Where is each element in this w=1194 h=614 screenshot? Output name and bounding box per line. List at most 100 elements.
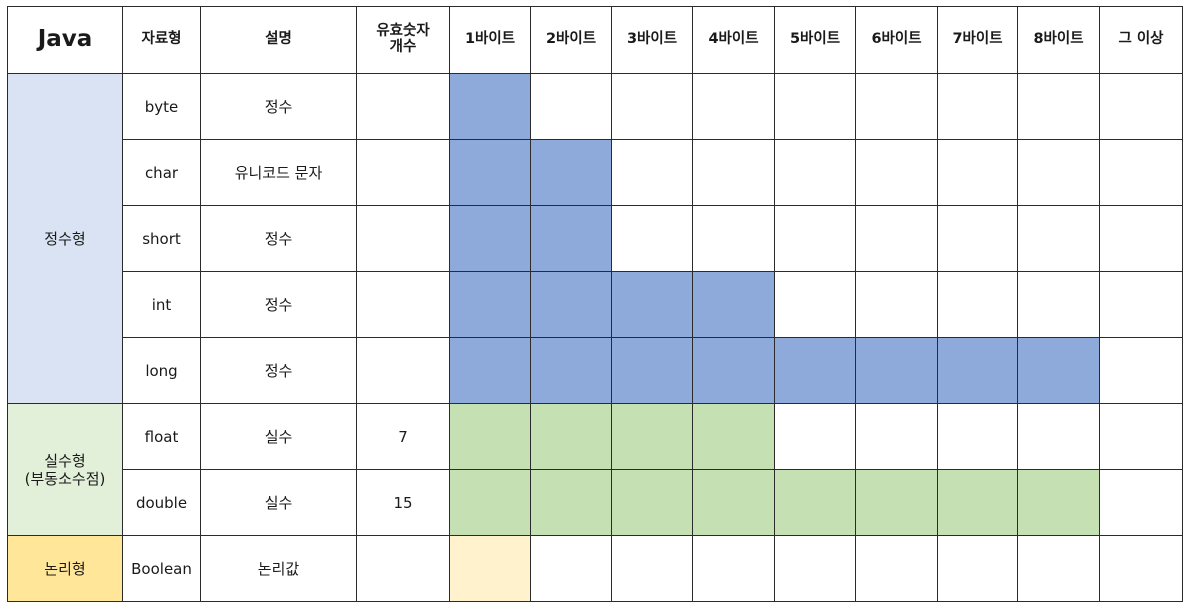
type-cell: double	[122, 469, 201, 536]
description-cell: 정수	[200, 271, 357, 338]
byte-column-header-9: 그 이상	[1099, 6, 1183, 74]
byte-cell-empty	[1017, 403, 1100, 470]
byte-cell-empty	[1099, 337, 1183, 404]
byte-cell-empty	[1099, 139, 1183, 206]
byte-cell-empty	[855, 403, 938, 470]
byte-cell-empty	[855, 73, 938, 140]
byte-cell-filled	[692, 403, 775, 470]
byte-column-header-8: 8바이트	[1017, 6, 1100, 74]
description-cell: 논리값	[200, 535, 357, 602]
byte-cell-filled	[449, 535, 531, 602]
byte-column-header-2: 2바이트	[530, 6, 612, 74]
byte-column-header-4: 4바이트	[692, 6, 775, 74]
byte-cell-empty	[1099, 205, 1183, 272]
byte-cell-filled	[449, 337, 531, 404]
byte-cell-filled	[774, 337, 856, 404]
group-label-cell: 논리형	[7, 535, 123, 602]
byte-cell-empty	[611, 139, 693, 206]
byte-cell-empty	[855, 139, 938, 206]
byte-cell-empty	[1099, 403, 1183, 470]
group-label-cell: 정수형	[7, 73, 123, 404]
byte-cell-empty	[774, 139, 856, 206]
byte-cell-filled	[855, 337, 938, 404]
significant-digits-cell: 7	[356, 403, 450, 470]
java-data-types-table-wrapper: Java 자료형 설명 유효숫자 개수 1바이트 2바이트 3바이트 4바이트 5바이트…	[7, 6, 1183, 602]
java-data-types-table: Java 자료형 설명 유효숫자 개수 1바이트 2바이트 3바이트 4바이트 5바이트…	[7, 6, 1183, 602]
byte-cell-filled	[611, 337, 693, 404]
description-cell: 실수	[200, 403, 357, 470]
byte-cell-empty	[855, 205, 938, 272]
byte-cell-empty	[530, 73, 612, 140]
type-cell: float	[122, 403, 201, 470]
table-row: char 유니코드 문자	[8, 139, 1183, 206]
byte-cell-empty	[855, 271, 938, 338]
byte-cell-empty	[937, 403, 1018, 470]
significant-digits-cell	[356, 139, 450, 206]
byte-column-header-1: 1바이트	[449, 6, 531, 74]
significant-digits-cell	[356, 205, 450, 272]
byte-cell-empty	[1099, 73, 1183, 140]
description-cell: 정수	[200, 337, 357, 404]
byte-cell-filled	[530, 139, 612, 206]
significant-digits-column-header: 유효숫자 개수	[356, 6, 450, 74]
byte-cell-empty	[611, 535, 693, 602]
byte-cell-filled	[937, 337, 1018, 404]
byte-cell-empty	[937, 271, 1018, 338]
significant-digits-cell	[356, 337, 450, 404]
byte-cell-empty	[692, 73, 775, 140]
table-body: 정수형 byte 정수 char 유니코드 문자 short 정수 int 정수 long 정수 실수…	[7, 73, 1183, 602]
byte-cell-empty	[855, 535, 938, 602]
description-cell: 정수	[200, 73, 357, 140]
table-row: double 실수 15	[8, 469, 1183, 536]
byte-cell-empty	[1099, 469, 1183, 536]
significant-digits-cell	[356, 535, 450, 602]
table-row: short 정수	[8, 205, 1183, 272]
byte-cell-filled	[449, 139, 531, 206]
byte-cell-empty	[1017, 271, 1100, 338]
table-row: 정수형 byte 정수	[7, 73, 1183, 404]
significant-digits-cell	[356, 271, 450, 338]
type-cell: int	[122, 271, 201, 338]
byte-cell-empty	[1017, 535, 1100, 602]
type-cell: short	[122, 205, 201, 272]
byte-cell-empty	[774, 271, 856, 338]
byte-cell-empty	[1099, 535, 1183, 602]
type-cell: Boolean	[122, 535, 201, 602]
byte-cell-empty	[1017, 205, 1100, 272]
byte-column-header-3: 3바이트	[611, 6, 693, 74]
description-column-header: 설명	[200, 6, 357, 74]
description-cell: 유니코드 문자	[200, 139, 357, 206]
byte-cell-filled	[692, 271, 775, 338]
byte-cell-empty	[937, 139, 1018, 206]
byte-cell-filled	[449, 469, 531, 536]
type-cell: char	[122, 139, 201, 206]
byte-cell-filled	[449, 403, 531, 470]
type-column-header: 자료형	[122, 6, 201, 74]
description-cell: 정수	[200, 205, 357, 272]
byte-cell-filled	[449, 73, 531, 140]
byte-cell-empty	[530, 535, 612, 602]
group-label-cell: 실수형 (부동소수점)	[7, 403, 123, 536]
byte-cell-empty	[692, 535, 775, 602]
byte-cell-empty	[774, 73, 856, 140]
byte-cell-empty	[1017, 73, 1100, 140]
byte-cell-filled	[530, 205, 612, 272]
byte-cell-filled	[530, 271, 612, 338]
byte-column-header-6: 6바이트	[855, 6, 938, 74]
significant-digits-cell: 15	[356, 469, 450, 536]
type-cell: long	[122, 337, 201, 404]
byte-cell-empty	[1017, 139, 1100, 206]
byte-column-header-5: 5바이트	[774, 6, 856, 74]
header-row: Java 자료형 설명 유효숫자 개수 1바이트 2바이트 3바이트 4바이트 5바이트…	[7, 6, 1183, 74]
byte-cell-empty	[611, 205, 693, 272]
table-row: 논리형 Boolean 논리값	[7, 535, 1183, 602]
byte-cell-filled	[530, 469, 612, 536]
byte-cell-filled	[774, 469, 856, 536]
byte-cell-empty	[774, 535, 856, 602]
byte-cell-filled	[692, 337, 775, 404]
table-row: 실수형 (부동소수점) float 실수 7	[7, 403, 1183, 536]
description-cell: 실수	[200, 469, 357, 536]
byte-cell-empty	[611, 73, 693, 140]
byte-cell-filled	[692, 469, 775, 536]
byte-cell-filled	[530, 403, 612, 470]
